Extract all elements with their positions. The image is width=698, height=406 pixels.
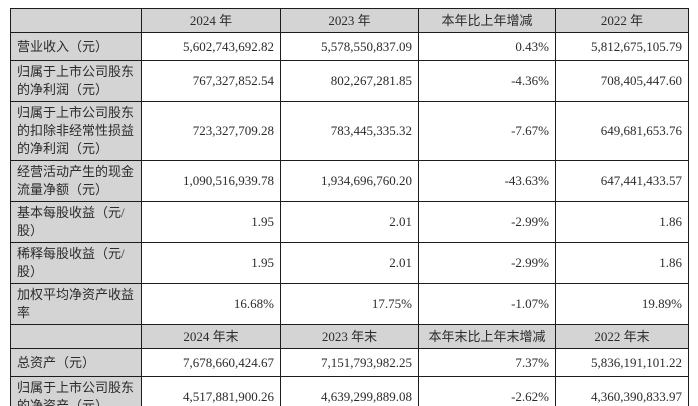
col-header-yoy-change: 本年比上年增减 <box>418 8 556 33</box>
annual-header-row: 2024 年 2023 年 本年比上年增减 2022 年 <box>10 8 689 33</box>
table-row-weighted-avg-roe: 加权平均净资产收益率 16.68% 17.75% -1.07% 19.89% <box>10 283 689 325</box>
cell-value-change: -4.36% <box>418 60 556 102</box>
cell-value-2024: 16.68% <box>141 283 281 325</box>
col-header-2022: 2022 年 <box>555 8 689 33</box>
table-row-operating-cash-flow: 经营活动产生的现金流量净额（元） 1,090,516,939.78 1,934,… <box>10 160 689 202</box>
cell-value-2024: 7,678,660,424.67 <box>141 348 281 377</box>
row-label: 归属于上市公司股东的扣除非经常性损益的净利润（元） <box>10 101 142 161</box>
cell-value-2022: 649,681,653.76 <box>555 101 689 161</box>
row-label: 归属于上市公司股东的净资产（元） <box>10 376 142 406</box>
cell-value-2023: 5,578,550,837.09 <box>280 32 419 61</box>
corner-cell <box>10 324 142 349</box>
cell-value-2022: 708,405,447.60 <box>555 60 689 102</box>
cell-value-2022: 1.86 <box>555 242 689 284</box>
cell-value-2023: 783,445,335.32 <box>280 101 419 161</box>
table-row-diluted-eps: 稀释每股收益（元/股） 1.95 2.01 -2.99% 1.86 <box>10 242 689 284</box>
row-label: 总资产（元） <box>10 348 142 377</box>
cell-value-2024: 1.95 <box>141 242 281 284</box>
cell-value-2022: 19.89% <box>555 283 689 325</box>
cell-value-change: -2.99% <box>418 242 556 284</box>
row-label: 稀释每股收益（元/股） <box>10 242 142 284</box>
cell-value-2022: 1.86 <box>555 201 689 243</box>
row-label: 经营活动产生的现金流量净额（元） <box>10 160 142 202</box>
row-label: 加权平均净资产收益率 <box>10 283 142 325</box>
cell-value-change: -2.62% <box>418 376 556 406</box>
row-label: 营业收入（元） <box>10 32 142 61</box>
cell-value-change: -2.99% <box>418 201 556 243</box>
year-end-header-row: 2024 年末 2023 年末 本年末比上年末增减 2022 年末 <box>10 324 689 349</box>
col-header-2023-end: 2023 年末 <box>280 324 419 349</box>
cell-value-2023: 1,934,696,760.20 <box>280 160 419 202</box>
key-financials-table: 2024 年 2023 年 本年比上年增减 2022 年 营业收入（元） 5,6… <box>10 8 689 406</box>
cell-value-2023: 2.01 <box>280 242 419 284</box>
cell-value-change: -7.67% <box>418 101 556 161</box>
cell-value-2024: 4,517,881,900.26 <box>141 376 281 406</box>
cell-value-2022: 4,360,390,833.97 <box>555 376 689 406</box>
table-row-total-assets: 总资产（元） 7,678,660,424.67 7,151,793,982.25… <box>10 348 689 377</box>
cell-value-2024: 767,327,852.54 <box>141 60 281 102</box>
cell-value-change: -43.63% <box>418 160 556 202</box>
cell-value-2022: 5,812,675,105.79 <box>555 32 689 61</box>
cell-value-change: -1.07% <box>418 283 556 325</box>
cell-value-change: 7.37% <box>418 348 556 377</box>
table-row-net-assets: 归属于上市公司股东的净资产（元） 4,517,881,900.26 4,639,… <box>10 376 689 406</box>
row-label: 基本每股收益（元/股） <box>10 201 142 243</box>
cell-value-2024: 723,327,709.28 <box>141 101 281 161</box>
cell-value-2024: 1.95 <box>141 201 281 243</box>
cell-value-2024: 5,602,743,692.82 <box>141 32 281 61</box>
col-header-2023: 2023 年 <box>280 8 419 33</box>
cell-value-2022: 5,836,191,101.22 <box>555 348 689 377</box>
col-header-year-end-change: 本年末比上年末增减 <box>418 324 556 349</box>
col-header-2024: 2024 年 <box>141 8 281 33</box>
cell-value-2022: 647,441,433.57 <box>555 160 689 202</box>
table-row-revenue: 营业收入（元） 5,602,743,692.82 5,578,550,837.0… <box>10 32 689 61</box>
corner-cell <box>10 8 142 33</box>
col-header-2022-end: 2022 年末 <box>555 324 689 349</box>
cell-value-2024: 1,090,516,939.78 <box>141 160 281 202</box>
row-label: 归属于上市公司股东的净利润（元） <box>10 60 142 102</box>
table-row-net-profit-excl-nonrecurring: 归属于上市公司股东的扣除非经常性损益的净利润（元） 723,327,709.28… <box>10 101 689 161</box>
cell-value-2023: 2.01 <box>280 201 419 243</box>
cell-value-2023: 4,639,299,889.08 <box>280 376 419 406</box>
cell-value-2023: 802,267,281.85 <box>280 60 419 102</box>
table-row-net-profit: 归属于上市公司股东的净利润（元） 767,327,852.54 802,267,… <box>10 60 689 102</box>
cell-value-2023: 17.75% <box>280 283 419 325</box>
cell-value-2023: 7,151,793,982.25 <box>280 348 419 377</box>
cell-value-change: 0.43% <box>418 32 556 61</box>
col-header-2024-end: 2024 年末 <box>141 324 281 349</box>
table-row-basic-eps: 基本每股收益（元/股） 1.95 2.01 -2.99% 1.86 <box>10 201 689 243</box>
